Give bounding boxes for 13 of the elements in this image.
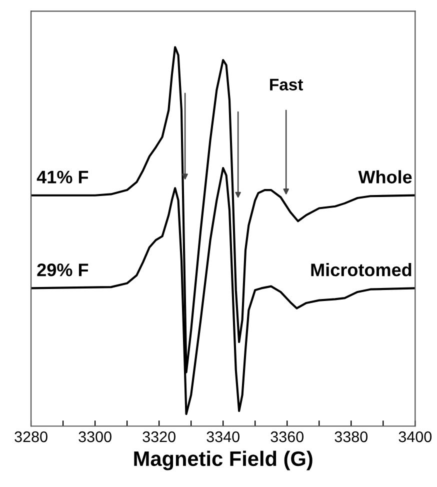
x-tick-label: 3400: [398, 431, 432, 442]
x-tick-label: 3300: [78, 431, 112, 442]
x-tick-label: 3280: [14, 431, 48, 442]
x-axis-title: Magnetic Field (G): [134, 450, 312, 470]
x-tick-label: 3340: [206, 431, 240, 442]
x-tick-label: 3360: [270, 431, 304, 442]
series-label: Microtomed: [311, 263, 412, 276]
annotation: 29% F: [37, 264, 88, 276]
annotation: Fast: [270, 78, 304, 90]
series-label: Whole: [358, 170, 412, 184]
x-tick-label: 3320: [142, 431, 176, 442]
annotation: 41% F: [36, 170, 88, 184]
x-tick-label: 3380: [334, 431, 368, 442]
